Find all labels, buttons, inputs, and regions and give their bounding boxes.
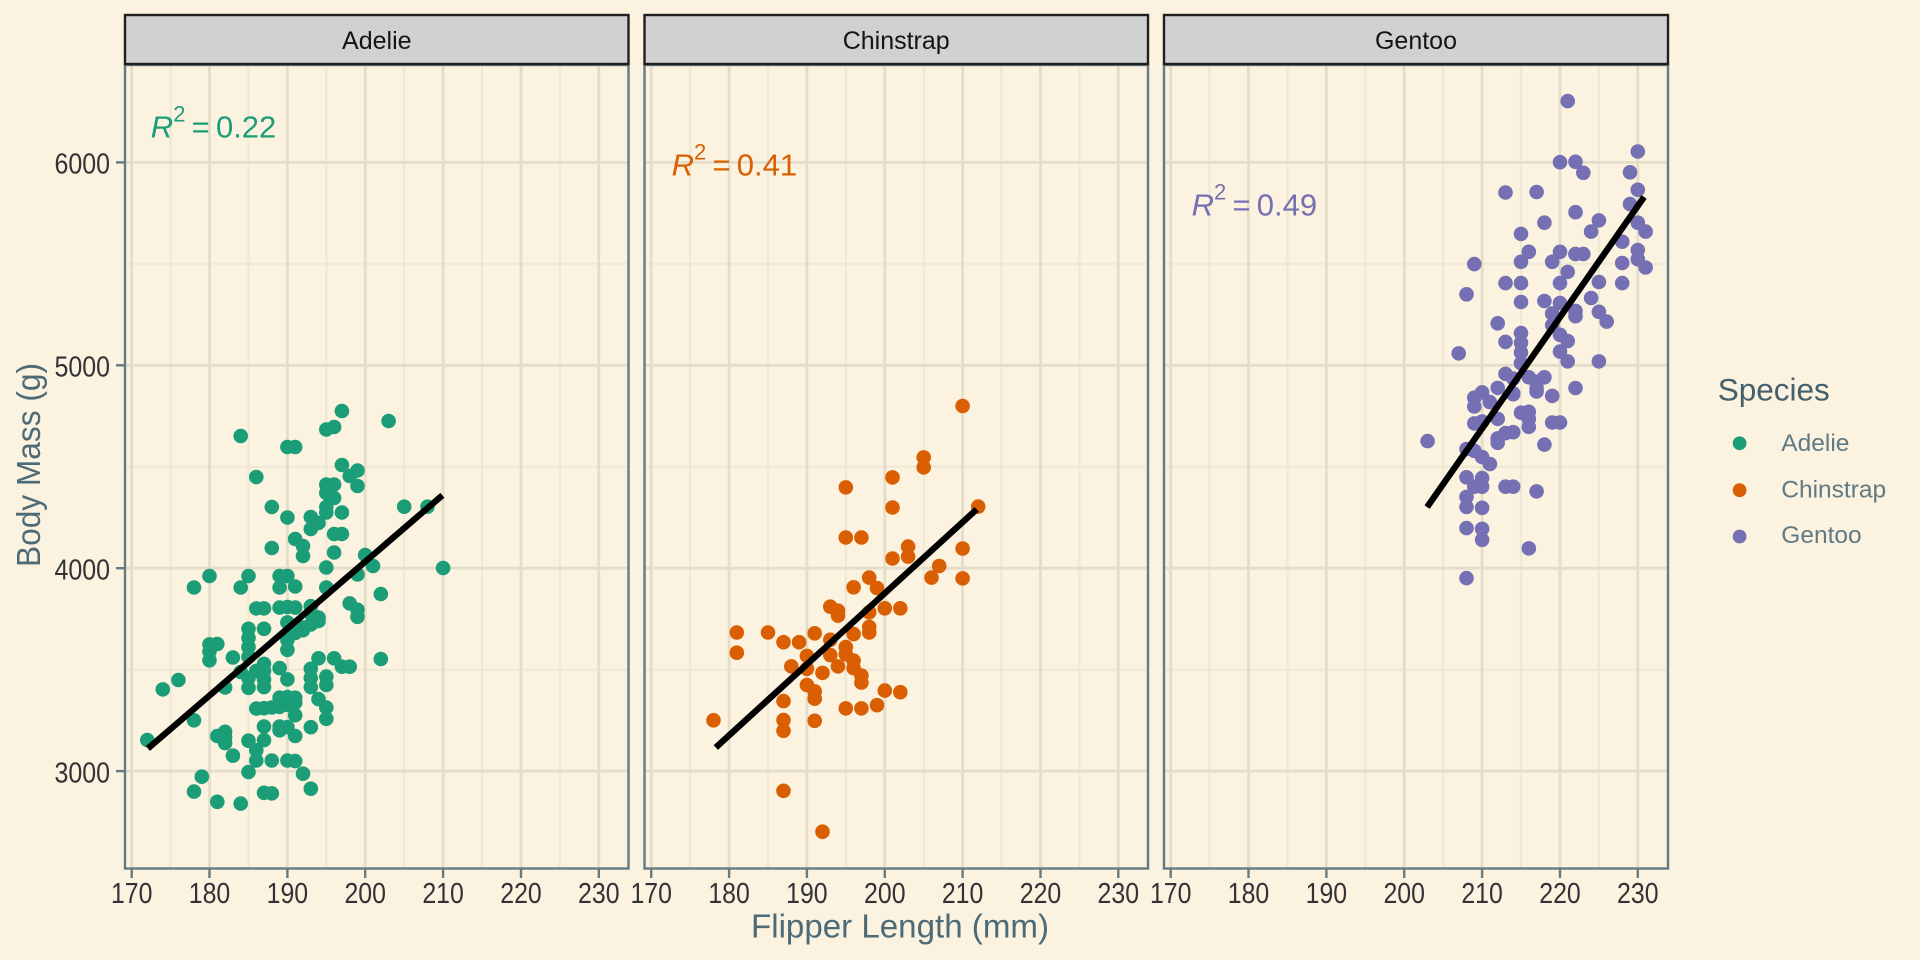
svg-text:4000: 4000	[55, 555, 111, 587]
svg-text:180: 180	[1228, 878, 1270, 910]
svg-text:230: 230	[578, 878, 620, 910]
svg-text:170: 170	[630, 878, 672, 910]
svg-text:190: 190	[267, 878, 309, 910]
svg-text:5000: 5000	[55, 352, 111, 384]
svg-text:3000: 3000	[55, 757, 111, 789]
svg-text:170: 170	[1150, 878, 1192, 910]
svg-text:220: 220	[1539, 878, 1581, 910]
svg-text:R2 = 0.22: R2 = 0.22	[151, 102, 276, 145]
svg-text:200: 200	[1383, 878, 1425, 910]
svg-text:230: 230	[1098, 878, 1140, 910]
svg-text:Adelie: Adelie	[342, 27, 412, 55]
svg-text:Flipper Length (mm): Flipper Length (mm)	[751, 908, 1049, 945]
svg-text:170: 170	[111, 878, 153, 910]
svg-text:R2 = 0.41: R2 = 0.41	[672, 140, 798, 183]
svg-text:210: 210	[422, 878, 464, 910]
svg-text:230: 230	[1617, 878, 1659, 910]
svg-text:190: 190	[1306, 878, 1348, 910]
svg-text:180: 180	[708, 878, 750, 910]
svg-text:210: 210	[942, 878, 984, 910]
svg-text:Adelie: Adelie	[1781, 430, 1849, 457]
svg-text:200: 200	[864, 878, 906, 910]
svg-text:Gentoo: Gentoo	[1375, 27, 1457, 55]
svg-text:220: 220	[500, 878, 542, 910]
svg-text:Gentoo: Gentoo	[1781, 522, 1861, 549]
svg-text:Chinstrap: Chinstrap	[1781, 477, 1886, 504]
svg-text:Chinstrap: Chinstrap	[843, 27, 950, 55]
svg-text:180: 180	[189, 878, 231, 910]
svg-text:Species: Species	[1718, 372, 1830, 408]
svg-text:6000: 6000	[55, 149, 111, 181]
svg-text:Body Mass (g): Body Mass (g)	[10, 363, 47, 567]
svg-text:210: 210	[1461, 878, 1503, 910]
svg-text:200: 200	[344, 878, 386, 910]
svg-text:220: 220	[1020, 878, 1062, 910]
svg-text:R2 = 0.49: R2 = 0.49	[1192, 180, 1318, 223]
svg-text:190: 190	[786, 878, 828, 910]
